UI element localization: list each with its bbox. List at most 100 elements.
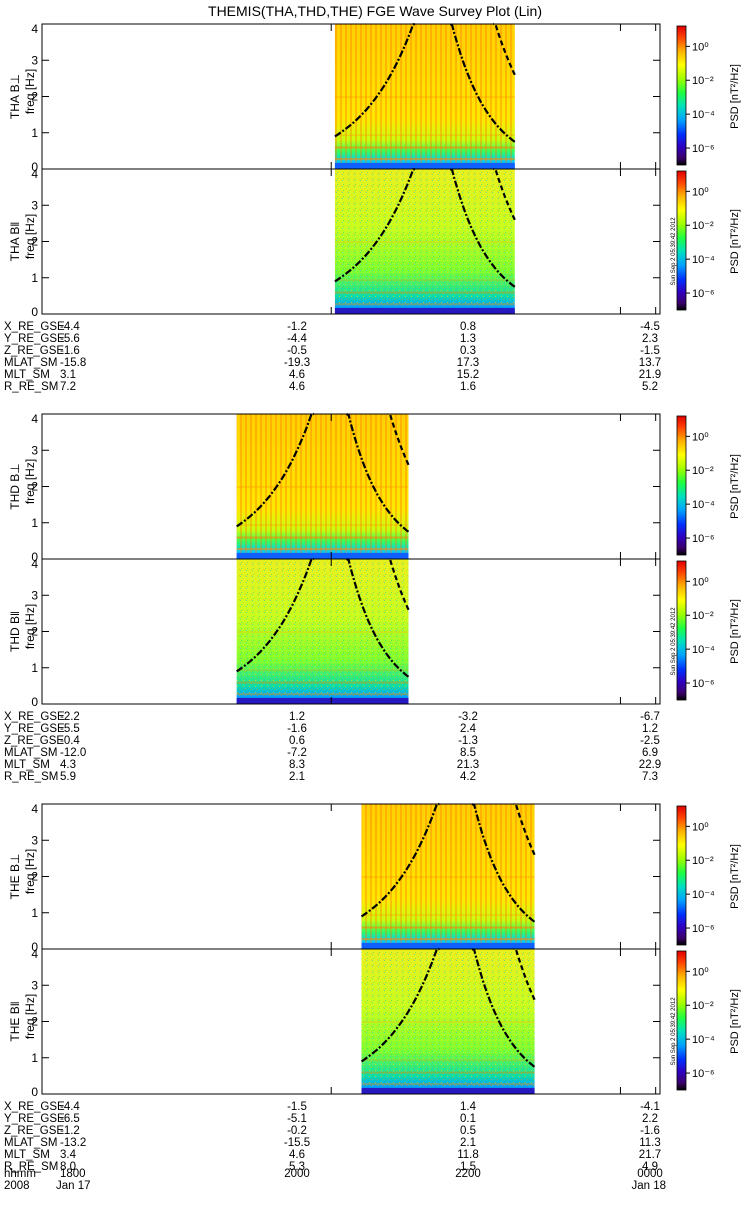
ephemeris-value: 22.9 bbox=[639, 759, 661, 771]
panel-thd-bperp: 0 1 2 3 4 THD B⊥ freq [Hz] 10⁰ 10⁻² 10⁻⁴ 10⁻⁶ PSD [… bbox=[8, 412, 741, 564]
timestamp-stamp: Sun Sep 2 05:39:42 2012 bbox=[671, 607, 677, 676]
ephemeris-value: 1.3 bbox=[460, 333, 476, 345]
ephemeris-row-label: MLAT_SM bbox=[4, 1137, 57, 1149]
spectral-line bbox=[334, 241, 515, 243]
ephemeris-value: -1.5 bbox=[640, 345, 660, 357]
ephemeris-table-tha: X_RE_GSE-4.4 -1.2 0.8 -4.5Y_RE_GSE-5.6 -4.4 1… bbox=[4, 321, 661, 393]
ephemeris-value: 0.5 bbox=[460, 1125, 476, 1137]
panel-label: THD B‖ bbox=[8, 611, 22, 652]
ephemeris-row-label: Y_RE_GSE bbox=[4, 723, 65, 735]
ephemeris-row-label: Y_RE_GSE bbox=[4, 1113, 65, 1125]
ephemeris-value: 8.3 bbox=[289, 759, 305, 771]
ephemeris-value: -4.1 bbox=[640, 1101, 660, 1113]
time-axis-label: hhmm bbox=[4, 1168, 36, 1180]
ephemeris-value: -2.2 bbox=[60, 711, 80, 723]
y-tick-label: 4 bbox=[31, 557, 38, 571]
date-start-label: Jan 17 bbox=[56, 1180, 91, 1192]
ephemeris-value: 3.4 bbox=[60, 1149, 77, 1161]
ephemeris-value: -0.4 bbox=[60, 735, 80, 747]
ephemeris-value: 8.0 bbox=[60, 1161, 76, 1173]
ephemeris-value: 5.3 bbox=[289, 1161, 305, 1173]
ephemeris-value: 5.9 bbox=[60, 771, 76, 783]
cyclotron-curve bbox=[346, 558, 410, 678]
y-tick-label: 2 bbox=[31, 1015, 38, 1029]
ephemeris-table-thd: X_RE_GSE-2.2 1.2 -3.2 -6.7 Y_RE_GSE-5.5 -1.6 2… bbox=[4, 711, 661, 783]
ephemeris-value: -1.6 bbox=[287, 723, 307, 735]
ephemeris-value: 13.7 bbox=[639, 357, 661, 369]
ephemeris-row-label: Z_RE_GSE bbox=[4, 735, 64, 747]
colorbar bbox=[676, 560, 687, 701]
colorbar-tick-label: 10⁻⁶ bbox=[692, 533, 715, 545]
ephemeris-value: 17.3 bbox=[457, 357, 479, 369]
ephemeris-value: -3.2 bbox=[458, 711, 478, 723]
time-tick-label: 0000 bbox=[637, 1168, 663, 1180]
panel-label: THA B⊥ bbox=[8, 74, 22, 119]
ephemeris-row-label: MLAT_SM bbox=[4, 747, 57, 759]
y-tick-label: 4 bbox=[31, 167, 38, 181]
cyclotron-curve bbox=[513, 802, 536, 856]
ephemeris-value: 4.2 bbox=[460, 771, 476, 783]
time-tick-label: 1800 bbox=[60, 1168, 86, 1180]
y-tick-label: 0 bbox=[31, 695, 38, 709]
y-tick-label: 1 bbox=[31, 1051, 38, 1065]
cyclotron-curve bbox=[387, 557, 410, 611]
y-axis-label: freq [Hz] bbox=[23, 604, 37, 649]
ephemeris-value: 0.6 bbox=[289, 735, 305, 747]
panel-label: THE B⊥ bbox=[8, 854, 22, 900]
ephemeris-value: -12.0 bbox=[60, 747, 86, 759]
y-axis-label: freq [Hz] bbox=[23, 849, 37, 894]
ephemeris-value: -0.2 bbox=[287, 1125, 307, 1137]
ephemeris-value: -6.7 bbox=[640, 711, 660, 723]
y-axis-label: freq [Hz] bbox=[23, 214, 37, 259]
ephemeris-row-label: Z_RE_GSE bbox=[4, 345, 64, 357]
colorbar-label: PSD [nT²/Hz] bbox=[729, 64, 741, 129]
low-frequency-band bbox=[334, 163, 515, 169]
ephemeris-row-label: MLT_SM bbox=[4, 369, 50, 381]
colorbar-tick-label: 10⁻⁶ bbox=[692, 678, 715, 690]
ephemeris-value: -5.1 bbox=[287, 1113, 307, 1125]
plot-title: THEMIS(THA,THD,THE) FGE Wave Survey Plot… bbox=[208, 3, 542, 19]
spectral-line bbox=[334, 279, 515, 281]
y-tick-label: 0 bbox=[31, 550, 38, 564]
colorbar-tick-label: 10⁰ bbox=[692, 821, 709, 833]
ephemeris-row-label: R_RE_SM bbox=[4, 771, 58, 783]
colorbar bbox=[676, 170, 687, 311]
timestamp-stamp: Sun Sep 2 05:39:42 2012 bbox=[671, 997, 677, 1066]
ephemeris-value: 5.2 bbox=[642, 381, 658, 393]
y-tick-label: 1 bbox=[31, 516, 38, 530]
y-tick-label: 2 bbox=[31, 90, 38, 104]
colorbar-tick-label: 10⁻⁴ bbox=[692, 1034, 715, 1046]
ephemeris-value: -1.6 bbox=[640, 1125, 660, 1137]
ephemeris-value: -0.5 bbox=[287, 345, 307, 357]
colorbar-tick-label: 10⁻² bbox=[692, 220, 714, 232]
ephemeris-value: 2.2 bbox=[642, 1113, 658, 1125]
panel-tha-bperp: 0 1 2 3 4 THA B⊥ freq [Hz] 10⁰ 10⁻² 10⁻⁴ 10⁻⁶ PSD [… bbox=[8, 22, 741, 174]
ephemeris-value: -4.4 bbox=[60, 1101, 80, 1113]
colorbar bbox=[676, 415, 687, 556]
spectral-line bbox=[334, 303, 515, 306]
cyclotron-curve bbox=[471, 803, 536, 923]
ephemeris-value: -1.2 bbox=[287, 321, 307, 333]
cyclotron-curve bbox=[513, 947, 536, 1001]
low-frequency-band bbox=[361, 1088, 535, 1094]
ephemeris-value: 7.3 bbox=[642, 771, 658, 783]
ephemeris-value: -1.5 bbox=[287, 1101, 307, 1113]
ephemeris-value: -15.5 bbox=[284, 1137, 310, 1149]
y-tick-label: 2 bbox=[31, 480, 38, 494]
ephemeris-row-label: MLT_SM bbox=[4, 759, 50, 771]
cyclotron-curve bbox=[346, 413, 410, 533]
spectral-line bbox=[361, 1021, 535, 1023]
date-year-label: 2008 bbox=[4, 1180, 30, 1192]
colorbar-tick-label: 10⁻² bbox=[692, 610, 714, 622]
cyclotron-curve bbox=[449, 23, 516, 143]
spectral-line bbox=[236, 536, 409, 539]
y-tick-label: 3 bbox=[31, 588, 38, 602]
y-tick-label: 3 bbox=[31, 198, 38, 212]
colorbar-label: PSD [nT²/Hz] bbox=[729, 599, 741, 664]
spectral-line bbox=[236, 524, 409, 526]
ephemeris-value: 2.3 bbox=[642, 333, 658, 345]
ephemeris-value: -6.5 bbox=[60, 1113, 80, 1125]
panel-frame bbox=[41, 948, 661, 1095]
spectral-line bbox=[361, 938, 535, 941]
